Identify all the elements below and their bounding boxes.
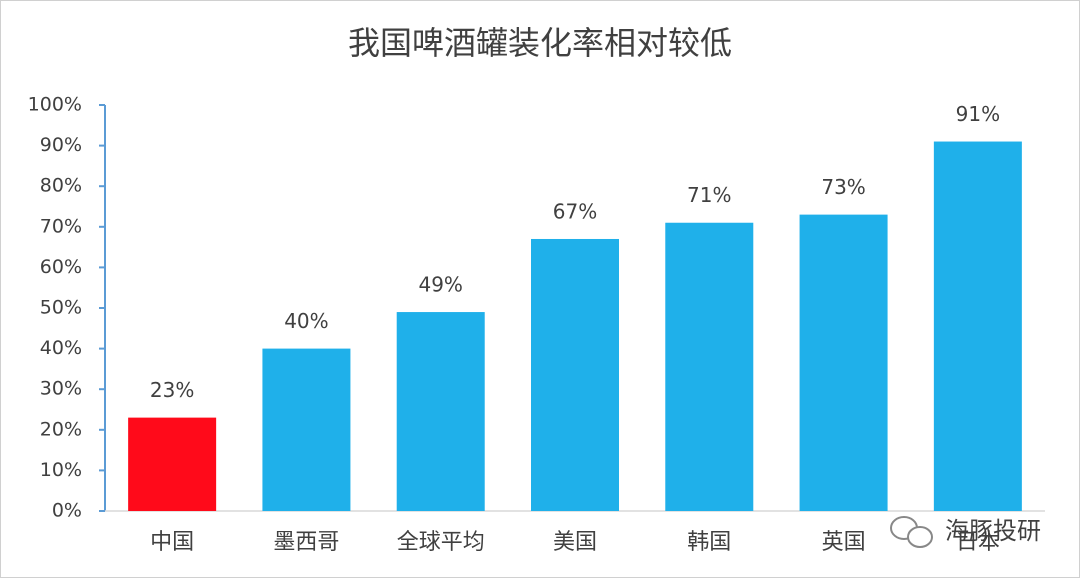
bar	[262, 348, 351, 511]
y-tick-label: 40%	[40, 337, 82, 359]
bar	[396, 312, 485, 511]
x-tick-label: 美国	[553, 530, 597, 555]
x-tick-label: 英国	[822, 530, 866, 555]
value-label: 91%	[956, 102, 1000, 126]
y-tick-label: 50%	[40, 297, 82, 319]
y-tick-label: 60%	[40, 256, 82, 278]
y-tick-label: 0%	[52, 500, 82, 522]
bar	[933, 141, 1022, 512]
watermark-icon	[890, 516, 933, 548]
y-tick-label: 10%	[40, 459, 82, 481]
y-tick-label: 100%	[28, 94, 82, 116]
y-tick-label: 70%	[40, 215, 82, 237]
y-tick-label: 20%	[40, 418, 82, 440]
bar	[128, 417, 217, 511]
value-label: 71%	[687, 183, 731, 207]
value-label: 23%	[150, 378, 194, 402]
y-tick-label: 80%	[40, 175, 82, 197]
bar	[531, 238, 619, 512]
watermark: 海豚投研	[945, 517, 1041, 545]
x-tick-label: 日本	[956, 530, 1000, 555]
bar	[799, 214, 888, 511]
y-tick-label: 30%	[40, 378, 82, 400]
x-tick-label: 中国	[150, 530, 194, 555]
y-tick-label: 90%	[40, 134, 82, 156]
value-label: 40%	[284, 309, 328, 333]
value-label: 73%	[821, 175, 865, 199]
x-tick-label: 全球平均	[397, 530, 485, 555]
bar	[665, 222, 754, 512]
x-tick-label: 韩国	[687, 530, 731, 555]
value-label: 67%	[553, 199, 597, 223]
chart-title: 我国啤酒罐装化率相对较低	[348, 24, 732, 62]
x-tick-label: 墨西哥	[273, 530, 339, 555]
value-label: 49%	[418, 273, 462, 297]
